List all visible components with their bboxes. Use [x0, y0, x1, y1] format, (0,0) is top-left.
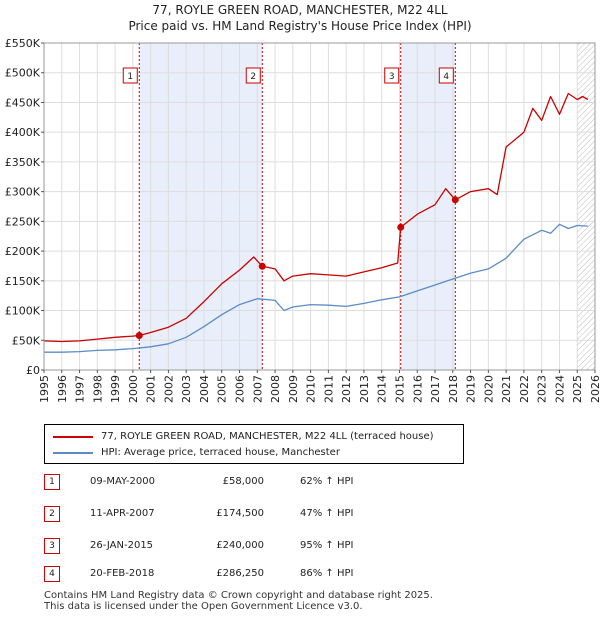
- hpi-line: [44, 223, 588, 353]
- x-tick-label: 2019: [465, 375, 478, 403]
- x-tick-label: 2020: [482, 375, 495, 403]
- sale-point: [258, 262, 266, 270]
- sale-price: £58,000: [222, 476, 264, 487]
- y-tick-label: £250K: [5, 215, 41, 228]
- sale-label: 4: [443, 72, 449, 82]
- y-tick-label: £0: [26, 364, 40, 377]
- sale-price: £174,500: [216, 508, 264, 519]
- x-tick-label: 2011: [322, 375, 335, 403]
- x-tick-label: 2010: [305, 375, 318, 403]
- x-tick-label: 2016: [411, 375, 424, 403]
- y-tick-label: £100K: [5, 305, 41, 318]
- sale-date: 26-JAN-2015: [90, 540, 154, 551]
- chart-subtitle: Price paid vs. HM Land Registry's House …: [128, 19, 472, 33]
- property-price-line: [43, 92, 589, 343]
- sale-date: 20-FEB-2018: [90, 568, 155, 579]
- sale-row: 1 09-MAY-2000 £58,000 62% ↑ HPI: [44, 474, 444, 490]
- sale-price: £286,250: [216, 568, 264, 579]
- plot-frame: [43, 42, 596, 371]
- x-tick-label: 2022: [518, 375, 531, 403]
- x-tick-label: 2003: [180, 375, 193, 403]
- chart-title: 77, ROYLE GREEN ROAD, MANCHESTER, M22 4L…: [152, 3, 448, 17]
- y-tick-label: £550K: [5, 37, 41, 50]
- x-tick-label: 2008: [269, 375, 282, 403]
- x-tick-label: 2000: [127, 375, 140, 403]
- x-tick-label: 2004: [198, 375, 211, 403]
- sale-label: 2: [250, 72, 256, 82]
- sale-label: 3: [389, 72, 395, 82]
- sale-date: 09-MAY-2000: [90, 476, 156, 487]
- y-tick-label: £350K: [5, 156, 41, 169]
- x-tick-label: 2023: [536, 375, 549, 403]
- sale-hpi-change: 95% ↑ HPI: [300, 540, 354, 551]
- x-tick-label: 2001: [145, 375, 158, 403]
- sale-hpi-change: 62% ↑ HPI: [300, 476, 354, 487]
- forecast-hatch: [577, 43, 595, 370]
- x-tick-label: 2021: [500, 375, 513, 403]
- sale-label-box: [438, 67, 454, 84]
- x-tick-label: 2012: [340, 375, 353, 403]
- x-tick-label: 2009: [287, 375, 300, 403]
- footer-licence: This data is licensed under the Open Gov…: [44, 601, 363, 612]
- x-tick-label: 1999: [109, 375, 122, 403]
- sale-row: 2 11-APR-2007 £174,500 47% ↑ HPI: [44, 506, 444, 522]
- legend-label-property: 77, ROYLE GREEN ROAD, MANCHESTER, M22 4L…: [101, 431, 434, 442]
- sale-number-badge: 2: [44, 506, 60, 522]
- sale-point: [397, 223, 405, 231]
- x-tick-label: 1995: [38, 375, 51, 403]
- ownership-shade: [139, 43, 263, 370]
- x-tick-label: 2006: [234, 375, 247, 403]
- price-chart: 1 2 3 4 £0 £50K £100K £150K £200K £250K £300K £350…: [5, 37, 600, 403]
- x-tick-label: 1998: [91, 375, 104, 403]
- x-tick-label: 2013: [358, 375, 371, 403]
- x-tick-label: 2025: [571, 375, 584, 403]
- sale-number-badge: 3: [44, 538, 60, 554]
- y-tick-label: £450K: [5, 96, 41, 109]
- sale-number-badge: 1: [44, 474, 60, 490]
- x-tick-label: 2018: [447, 375, 460, 403]
- x-tick-label: 2024: [553, 375, 566, 403]
- x-tick-label: 2002: [162, 375, 175, 403]
- sale-number-badge: 4: [44, 566, 60, 582]
- ownership-shade: [400, 43, 456, 370]
- x-tick-label: 2026: [589, 375, 600, 403]
- legend-label-hpi: HPI: Average price, terraced house, Manc…: [101, 447, 340, 458]
- sale-row: 4 20-FEB-2018 £286,250 86% ↑ HPI: [44, 566, 444, 582]
- sale-row: 3 26-JAN-2015 £240,000 95% ↑ HPI: [44, 538, 444, 554]
- sale-label-box: [384, 67, 400, 84]
- footer: Contains HM Land Registry data © Crown c…: [44, 590, 433, 612]
- y-tick-label: £150K: [5, 275, 41, 288]
- x-tick-label: 2017: [429, 375, 442, 403]
- sale-date: 11-APR-2007: [90, 508, 155, 519]
- y-tick-label: £400K: [5, 126, 41, 139]
- sale-label-box: [245, 67, 261, 84]
- y-tick-label: £50K: [12, 334, 41, 347]
- y-tick-label: £200K: [5, 245, 41, 258]
- footer-copyright: Contains HM Land Registry data © Crown c…: [44, 590, 433, 601]
- sale-point: [451, 196, 459, 204]
- sale-price: £240,000: [216, 540, 264, 551]
- sale-label-box: [122, 67, 138, 84]
- sale-hpi-change: 47% ↑ HPI: [300, 508, 354, 519]
- sale-hpi-change: 86% ↑ HPI: [300, 568, 354, 579]
- x-tick-label: 2014: [376, 375, 389, 403]
- y-tick-label: £300K: [5, 186, 41, 199]
- legend-swatch-property: [53, 436, 93, 438]
- x-tick-label: 1997: [74, 375, 87, 403]
- y-tick-label: £500K: [5, 67, 41, 80]
- sale-label: 1: [127, 72, 133, 82]
- x-tick-label: 2015: [393, 375, 406, 403]
- sale-point: [135, 332, 143, 340]
- legend: 77, ROYLE GREEN ROAD, MANCHESTER, M22 4L…: [44, 424, 464, 464]
- legend-swatch-hpi: [53, 452, 93, 454]
- x-tick-label: 2005: [216, 375, 229, 403]
- x-tick-label: 1996: [56, 375, 69, 403]
- x-tick-label: 2007: [251, 375, 264, 403]
